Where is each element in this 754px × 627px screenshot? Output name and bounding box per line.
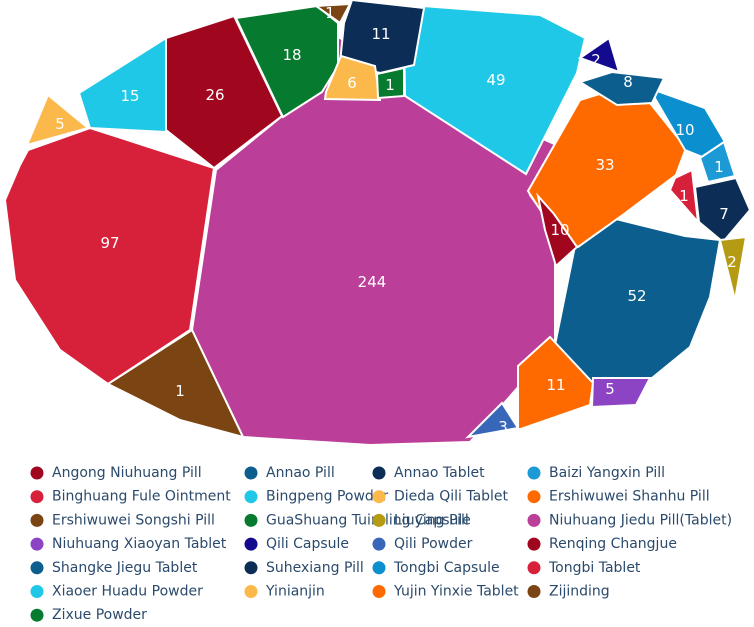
- cell-label-xiaoer-huadu-powder: 49: [486, 71, 505, 89]
- legend-swatch-yujin-yinxie-tablet: [372, 585, 386, 598]
- legend-label-xiaoer-huadu-powder: Xiaoer Huadu Powder: [52, 584, 203, 600]
- cell-label-angong-niuhuang-pill: 10: [550, 221, 569, 239]
- cell-label-renqing-changjue: 26: [205, 86, 224, 104]
- legend-swatch-xiaoer-huadu-powder: [30, 585, 44, 598]
- legend-swatch-suhexiang-pill: [244, 561, 258, 575]
- legend-label-niuhuang-xiaoyan-tablet: Niuhuang Xiaoyan Tablet: [52, 536, 227, 552]
- cell-label-niuhuang-xiaoyan-tablet: 5: [605, 380, 615, 398]
- legend-label-tongbi-capsule: Tongbi Capsule: [393, 560, 500, 576]
- legend-label-zijinding: Zijinding: [549, 584, 610, 600]
- cell-label-niuhuang-jiedu-pill-tablet: 244: [358, 273, 387, 291]
- legend-label-liuying-pill: Liuying Pill: [394, 512, 469, 528]
- legend-swatch-zixue-powder: [30, 608, 44, 622]
- legend-label-binghuang-fule-ointment: Binghuang Fule Ointment: [52, 489, 231, 505]
- legend-label-angong-niuhuang-pill: Angong Niuhuang Pill: [52, 465, 202, 481]
- cell-ershiwuwei-songshi-pill: [105, 328, 245, 439]
- cell-zijinding: [313, 2, 352, 25]
- legend-label-ershiwuwei-songshi-pill: Ershiwuwei Songshi Pill: [52, 512, 215, 528]
- legend-swatch-tongbi-tablet: [527, 561, 541, 575]
- legend-label-niuhuang-jiedu-pill-tablet: Niuhuang Jiedu Pill(Tablet): [549, 512, 732, 528]
- legend-swatch-baizi-yangxin-pill: [527, 466, 541, 480]
- cell-label-annao-pill: 8: [623, 73, 633, 91]
- legend-swatch-dieda-qili-tablet: [372, 490, 386, 504]
- legend-label-shangke-jiegu-tablet: Shangke Jiegu Tablet: [52, 560, 198, 576]
- legend-label-annao-pill: Annao Pill: [266, 465, 335, 481]
- legend-swatch-tongbi-capsule: [372, 561, 386, 575]
- legend-label-zixue-powder: Zixue Powder: [52, 607, 147, 623]
- legend-label-baizi-yangxin-pill: Baizi Yangxin Pill: [549, 465, 665, 481]
- legend-swatch-qili-capsule: [244, 537, 258, 551]
- cell-label-shangke-jiegu-tablet: 52: [627, 287, 646, 305]
- legend-swatch-zijinding: [527, 585, 541, 598]
- cell-xiaoer-huadu-powder: [402, 3, 587, 176]
- legend-swatch-qili-powder: [372, 537, 386, 551]
- cell-label-ershiwuwei-shanhu-pill: 11: [546, 376, 565, 394]
- cells-layer: [3, 0, 752, 447]
- legend-swatch-liuying-pill: [372, 513, 386, 527]
- legend-label-tongbi-tablet: Tongbi Tablet: [548, 560, 641, 576]
- legend-label-suhexiang-pill: Suhexiang Pill: [266, 560, 364, 576]
- legend-swatch-angong-niuhuang-pill: [30, 466, 44, 480]
- cell-label-binghuang-fule-ointment: 97: [100, 234, 119, 252]
- legend-label-yinianjin: Yinianjin: [265, 584, 325, 600]
- cell-label-qili-powder: 3: [498, 418, 508, 436]
- cell-baizi-yangxin-pill: [698, 140, 737, 184]
- legend-swatch-ershiwuwei-shanhu-pill: [527, 490, 541, 504]
- legend-swatch-niuhuang-xiaoyan-tablet: [30, 537, 44, 551]
- cell-label-tongbi-tablet: 1: [679, 187, 689, 205]
- cell-label-zixue-powder: 18: [282, 46, 301, 64]
- cell-bingpeng-powder: [77, 36, 167, 134]
- cell-label-annao-tablet: 11: [371, 25, 390, 43]
- cell-guashuang-tuireling-capsule: [375, 66, 405, 100]
- cell-label-bingpeng-powder: 15: [120, 87, 139, 105]
- cell-label-guashuang-tuireling-capsule: 1: [385, 76, 395, 94]
- cell-label-qili-capsule: 2: [591, 51, 601, 69]
- cell-label-tongbi-capsule: 10: [675, 121, 694, 139]
- legend: Angong Niuhuang Pill Annao Pill Annao Tabl…: [30, 465, 732, 623]
- cell-qili-powder: [465, 401, 520, 439]
- cell-liuying-pill: [718, 235, 748, 301]
- legend-label-guashuang-tuireling-capsule: GuaShuang Tuireling Capsule: [266, 512, 471, 528]
- cell-label-suhexiang-pill: 7: [719, 205, 729, 223]
- legend-swatch-ershiwuwei-songshi-pill: [30, 513, 44, 527]
- cell-label-yujin-yinxie-tablet: 33: [595, 156, 614, 174]
- cell-niuhuang-xiaoyan-tablet: [590, 377, 652, 409]
- cell-tongbi-tablet: [668, 168, 700, 226]
- cell-label-yinianjin: 5: [55, 115, 65, 133]
- cell-label-zijinding: 1: [325, 4, 335, 22]
- legend-swatch-annao-pill: [244, 466, 258, 480]
- cell-yinianjin: [25, 93, 91, 147]
- cell-label-ershiwuwei-songshi-pill: 1: [175, 382, 185, 400]
- legend-label-yujin-yinxie-tablet: Yujin Yinxie Tablet: [393, 584, 519, 600]
- cell-qili-capsule: [577, 36, 621, 74]
- legend-label-bingpeng-powder: Bingpeng Powder: [266, 489, 388, 505]
- legend-swatch-shangke-jiegu-tablet: [30, 561, 44, 575]
- legend-label-renqing-changjue: Renqing Changjue: [549, 536, 677, 552]
- legend-label-qili-capsule: Qili Capsule: [266, 536, 349, 552]
- cell-label-baizi-yangxin-pill: 1: [714, 158, 724, 176]
- legend-label-dieda-qili-tablet: Dieda Qili Tablet: [394, 489, 509, 505]
- legend-swatch-annao-tablet: [372, 466, 386, 480]
- legend-swatch-bingpeng-powder: [244, 490, 258, 504]
- legend-label-annao-tablet: Annao Tablet: [394, 465, 485, 481]
- cell-angong-niuhuang-pill: [536, 192, 579, 268]
- cell-annao-pill: [577, 70, 666, 107]
- cell-label-dieda-qili-tablet: 6: [347, 74, 357, 92]
- cell-label-liuying-pill: 2: [727, 253, 737, 271]
- legend-swatch-binghuang-fule-ointment: [30, 490, 44, 504]
- legend-swatch-niuhuang-jiedu-pill-tablet: [527, 513, 541, 527]
- legend-swatch-yinianjin: [244, 585, 258, 598]
- legend-label-qili-powder: Qili Powder: [394, 536, 473, 552]
- legend-label-ershiwuwei-shanhu-pill: Ershiwuwei Shanhu Pill: [549, 489, 710, 505]
- legend-swatch-renqing-changjue: [527, 537, 541, 551]
- legend-swatch-guashuang-tuireling-capsule: [244, 513, 258, 527]
